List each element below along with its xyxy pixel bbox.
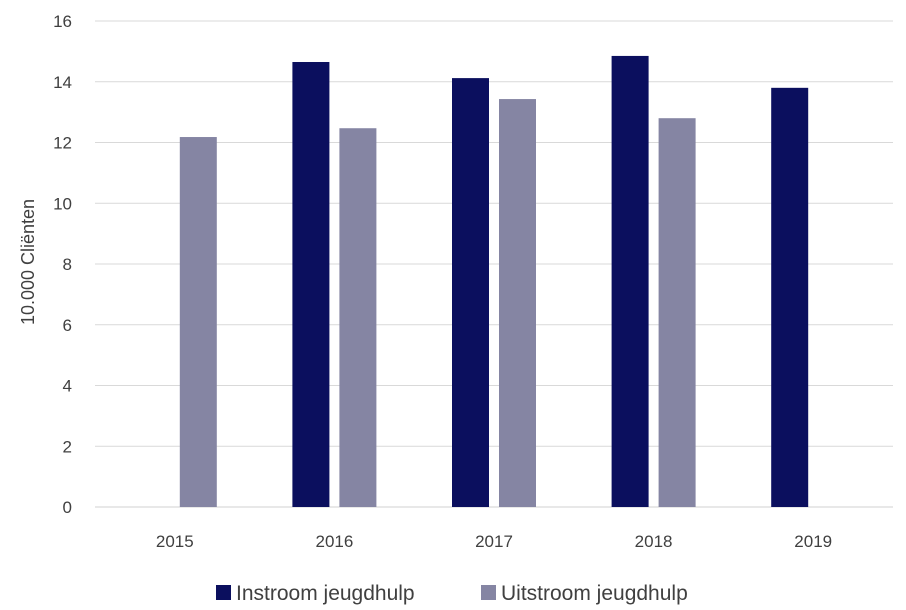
bar-instroom-2017 [452, 78, 489, 507]
y-tick-label: 0 [63, 498, 72, 517]
y-tick-label: 14 [53, 73, 72, 92]
y-tick-labels: 0 2 4 6 8 10 12 14 16 [53, 12, 72, 517]
y-tick-label: 4 [63, 377, 72, 396]
y-tick-label: 10 [53, 194, 72, 213]
y-axis-title: 10.000 Cliënten [18, 199, 38, 325]
bar-uitstroom-2017 [499, 99, 536, 507]
legend-label-uitstroom: Uitstroom jeugdhulp [501, 582, 688, 605]
legend-swatch-instroom [216, 585, 231, 600]
legend: Instroom jeugdhulp Uitstroom jeugdhulp [216, 582, 688, 605]
legend-label-instroom: Instroom jeugdhulp [236, 582, 415, 605]
x-tick-label: 2017 [475, 532, 513, 551]
bar-uitstroom-2015 [179, 137, 217, 507]
y-tick-label: 8 [63, 255, 72, 274]
y-tick-label: 2 [63, 437, 72, 456]
y-tick-label: 16 [53, 12, 72, 31]
x-tick-label: 2018 [635, 532, 673, 551]
bar-uitstroom-2016 [339, 128, 377, 507]
y-tick-label: 12 [53, 134, 72, 153]
x-tick-label: 2019 [794, 532, 832, 551]
x-tick-label: 2015 [156, 532, 194, 551]
legend-swatch-uitstroom [481, 585, 496, 600]
bar-instroom-2018 [611, 55, 649, 508]
bars [179, 55, 809, 508]
bar-uitstroom-2018 [658, 118, 696, 507]
x-tick-label: 2016 [315, 532, 353, 551]
bar-instroom-2016 [292, 62, 330, 507]
x-tick-labels: 2015 2016 2017 2018 2019 [156, 532, 832, 551]
y-tick-label: 6 [63, 316, 72, 335]
gridlines [95, 20, 893, 508]
bar-instroom-2019 [771, 87, 809, 507]
